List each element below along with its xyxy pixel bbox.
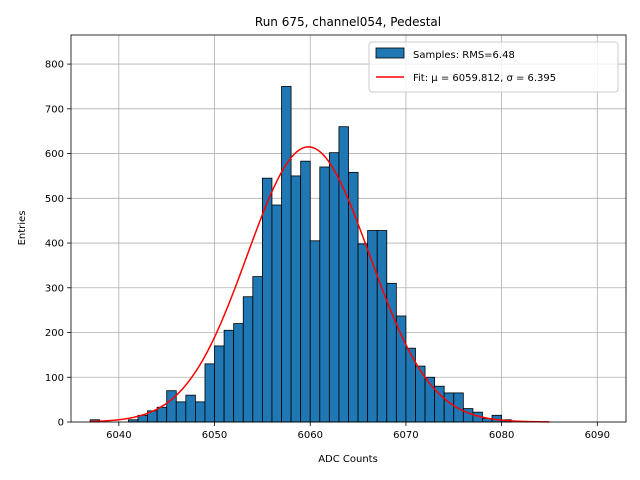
y-tick-label: 700: [45, 104, 64, 115]
x-axis-ticks: 6040 6050 6060 6070 6080 6090: [106, 422, 610, 441]
histogram-bars: [89, 86, 512, 423]
histogram-bar: [271, 204, 282, 423]
x-axis-label: ADC Counts: [318, 454, 378, 465]
y-tick-label: 300: [45, 283, 64, 294]
x-tick-label: 6080: [489, 430, 514, 441]
plot-frame: [70, 34, 627, 423]
fit-curve: [90, 146, 550, 423]
histogram-bar: [319, 166, 330, 423]
y-tick-label: 0: [58, 418, 64, 429]
histogram-bar: [223, 329, 235, 423]
x-tick-label: 6070: [393, 430, 418, 441]
legend-box: [368, 41, 619, 93]
histogram-bar: [194, 401, 206, 423]
legend: Samples: RMS=6.48 Fit: μ = 6059.812, σ =…: [368, 41, 619, 93]
histogram-bar: [328, 152, 340, 423]
x-tick-label: 6060: [297, 430, 322, 441]
legend-histogram-swatch: [375, 47, 405, 59]
histogram-bar: [453, 392, 464, 423]
histogram-bar: [462, 408, 474, 423]
y-tick-label: 500: [45, 194, 64, 205]
histogram-bar: [309, 240, 321, 423]
x-tick-label: 6040: [106, 430, 131, 441]
y-axis-label: Entries: [17, 211, 28, 246]
histogram-bar: [166, 390, 177, 423]
histogram-bar: [281, 86, 292, 423]
y-tick-label: 800: [45, 60, 64, 71]
histogram-bar: [300, 160, 311, 423]
legend-fit-label: Fit: μ = 6059.812, σ = 6.395: [413, 73, 556, 84]
x-tick-label: 6050: [202, 430, 227, 441]
y-tick-label: 400: [45, 239, 64, 250]
x-tick-label: 6090: [585, 430, 610, 441]
histogram-bar: [290, 175, 302, 423]
histogram-bar: [156, 406, 168, 423]
histogram-bar: [175, 401, 187, 423]
histogram-bar: [214, 345, 225, 423]
histogram-bar: [242, 296, 254, 423]
y-tick-label: 200: [45, 328, 64, 339]
histogram-bar: [233, 323, 244, 423]
histogram-bar: [376, 230, 388, 423]
histogram-bar: [204, 363, 215, 423]
histogram-bar: [261, 177, 273, 423]
y-tick-label: 100: [45, 373, 64, 384]
chart-title: Run 675, channel054, Pedestal: [255, 15, 441, 29]
histogram-bar: [338, 126, 349, 423]
y-tick-label: 600: [45, 149, 64, 160]
histogram-bar: [443, 392, 455, 423]
histogram-bar: [252, 276, 263, 423]
histogram-bar: [357, 243, 369, 423]
legend-histogram-label: Samples: RMS=6.48: [413, 50, 515, 61]
y-axis-ticks: 0 100 200 300 400 500 600 700 800: [45, 60, 71, 429]
histogram-bar: [185, 394, 196, 423]
histogram-bar: [395, 315, 407, 423]
histogram-bar: [367, 230, 378, 423]
